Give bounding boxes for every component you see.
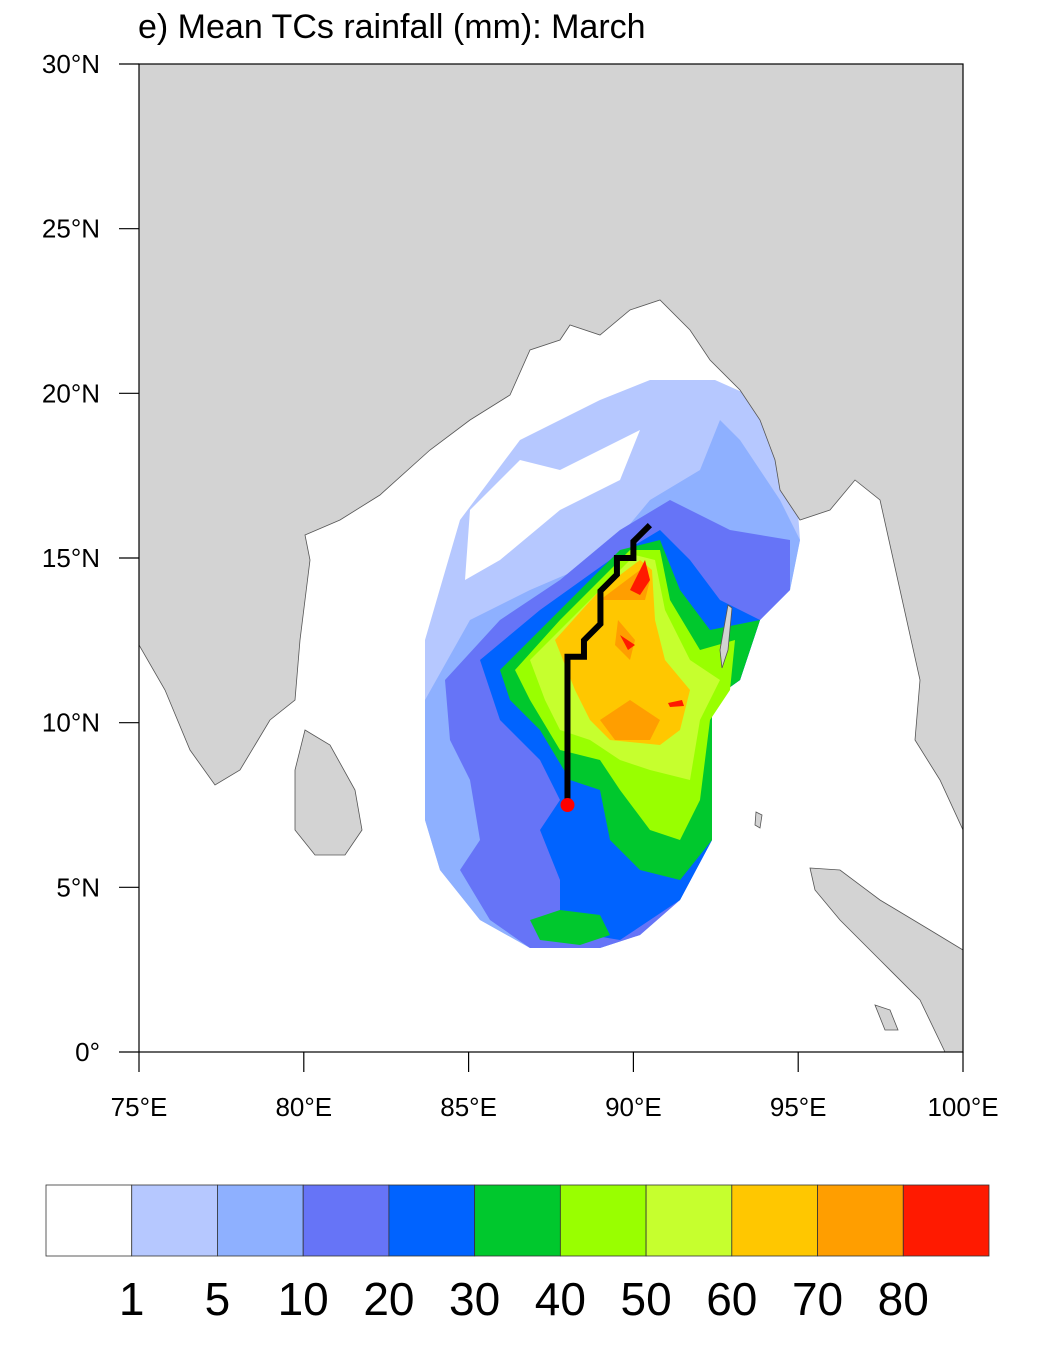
land-sri-lanka xyxy=(294,729,363,856)
colorbar-label: 70 xyxy=(792,1273,843,1325)
x-tick-label: 85°E xyxy=(440,1092,497,1122)
land-south-asia xyxy=(139,64,963,831)
colorbar-label: 60 xyxy=(706,1273,757,1325)
colorbar-label: 30 xyxy=(449,1273,500,1325)
y-tick-label: 20°N xyxy=(42,378,100,408)
rain-below-1 xyxy=(465,430,640,580)
y-tick-label: 5°N xyxy=(56,872,100,902)
rain-level-30-40-south xyxy=(530,910,610,945)
colorbar-swatch xyxy=(388,1184,476,1257)
cyclone-track xyxy=(564,522,653,805)
land-nicobar-island xyxy=(754,811,763,829)
colorbar-label: 5 xyxy=(205,1273,231,1325)
y-tick-label: 0° xyxy=(75,1037,100,1067)
colorbar-label: 80 xyxy=(878,1273,929,1325)
map-title: e) Mean TCs rainfall (mm): March xyxy=(138,8,646,46)
colorbar-swatch xyxy=(731,1184,818,1257)
y-tick-label: 30°N xyxy=(42,49,100,79)
colorbar-swatch xyxy=(902,1184,990,1257)
land-andaman-islands xyxy=(719,604,733,669)
colorbar-label: 20 xyxy=(363,1273,414,1325)
rainfall-field xyxy=(425,380,800,948)
colorbar-swatch xyxy=(474,1184,561,1257)
x-tick-label: 80°E xyxy=(275,1092,332,1122)
land-sumatra xyxy=(809,867,963,1052)
colorbar-swatch xyxy=(45,1184,133,1257)
rain-level-above-80 xyxy=(668,700,684,707)
y-tick-label: 15°N xyxy=(42,543,100,573)
x-tick-label: 90°E xyxy=(605,1092,662,1122)
colorbar-swatch xyxy=(302,1184,390,1257)
land-small-island xyxy=(874,1004,899,1031)
rain-level-above-80 xyxy=(620,635,635,650)
colorbar-swatch xyxy=(817,1184,904,1257)
colorbar-label: 50 xyxy=(621,1273,672,1325)
axes: 0° 5°N 10°N 15°N 20°N 25°N 30°N 75°E 80°E 85°E 90°… xyxy=(42,49,999,1122)
colorbar-swatch xyxy=(645,1184,733,1257)
colorbar-swatch xyxy=(217,1184,304,1257)
rain-level-70-80 xyxy=(600,700,660,740)
colorbar-label: 1 xyxy=(119,1273,145,1325)
x-tick-label: 75°E xyxy=(111,1092,168,1122)
y-tick-label: 25°N xyxy=(42,214,100,244)
cyclone-genesis-point xyxy=(560,798,575,812)
x-tick-label: 95°E xyxy=(770,1092,827,1122)
y-tick-label: 10°N xyxy=(42,708,100,738)
rain-level-above-80 xyxy=(630,560,650,595)
colorbar-label: 10 xyxy=(278,1273,329,1325)
colorbar-swatch xyxy=(559,1184,647,1257)
map-area xyxy=(139,64,963,1052)
x-tick-label: 100°E xyxy=(927,1092,998,1122)
colorbar-label: 40 xyxy=(535,1273,586,1325)
colorbar-swatch xyxy=(131,1184,218,1257)
colorbar: 1 5 10 20 30 40 50 60 70 80 xyxy=(45,1184,990,1325)
land xyxy=(139,64,963,1052)
